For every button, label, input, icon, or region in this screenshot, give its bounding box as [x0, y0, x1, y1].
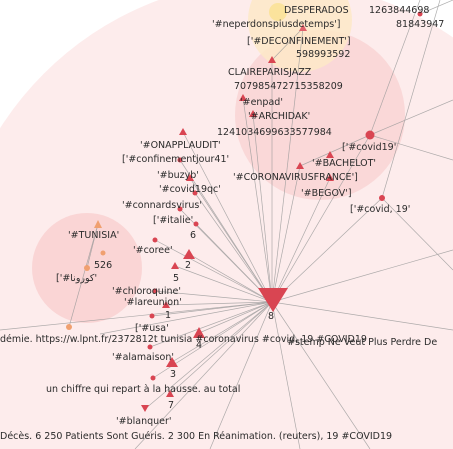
node-tunisia[interactable]	[94, 220, 102, 228]
node-usa[interactable]	[147, 344, 153, 350]
label-archidak: '#ARCHIDAK'	[248, 111, 310, 122]
node-deconfinement[interactable]	[299, 24, 307, 31]
label-desperados: DESPERADOS	[284, 5, 349, 16]
label-italie: ['#italie'	[153, 215, 193, 226]
node-covid19qc[interactable]	[192, 190, 198, 196]
label-begov: '#BEGOV']	[301, 188, 352, 199]
node-blanquer[interactable]	[141, 405, 149, 412]
node-1[interactable]	[149, 313, 155, 319]
node-3[interactable]	[166, 357, 178, 367]
node-81843947[interactable]	[417, 11, 423, 17]
node-bachelot[interactable]	[326, 151, 334, 158]
label-526: 526	[94, 260, 112, 271]
label-onapplaudit: '#ONAPPLAUDIT'	[140, 140, 221, 151]
node-enpad[interactable]	[268, 56, 276, 63]
label-connardsvirus: '#connardsvirus'	[122, 200, 202, 211]
node-coronavirusfrance[interactable]	[296, 162, 304, 169]
label-598993592: 598993592	[296, 49, 350, 60]
node-covid19-b[interactable]	[379, 195, 385, 201]
node-alamaison[interactable]	[150, 375, 156, 381]
label-buzyb: '#buzyb'	[157, 170, 199, 181]
node-connardsvirus[interactable]	[177, 206, 183, 212]
node-chloroquine[interactable]	[152, 288, 158, 294]
node-buzyb[interactable]	[186, 174, 194, 181]
node-4[interactable]	[193, 327, 205, 338]
label-81843947: 81843947	[396, 19, 444, 30]
node-5[interactable]	[171, 262, 179, 269]
label-6: 6	[190, 230, 196, 241]
label-7: 7	[168, 400, 174, 411]
node-coree[interactable]	[152, 237, 158, 243]
label-confinementjour41: ['#confinementjour41'	[122, 154, 229, 165]
label-bottom-text: Décès. 6 250 Patients Sont Guéris. 2 300…	[0, 431, 392, 442]
node-begov[interactable]	[326, 174, 334, 181]
node-tunisia-low[interactable]	[66, 324, 72, 330]
label-2: 2	[185, 260, 191, 271]
hub-node[interactable]	[258, 288, 288, 312]
label-alamaison: '#alamaison'	[112, 352, 174, 363]
label-tunisia: '#TUNISIA'	[68, 230, 119, 241]
node-archidak-2[interactable]	[249, 110, 257, 117]
label-coronavirusfrance: '#CORONAVIRUSFRANCE']	[233, 172, 358, 183]
label-neperdons: '#neperdonspiusdetemps']	[212, 19, 341, 30]
node-lareunion[interactable]	[162, 301, 170, 308]
cluster-top-right	[235, 30, 405, 200]
node-7[interactable]	[166, 390, 174, 397]
node-desperados-highlight	[269, 3, 287, 21]
label-claireparisjazz: CLAIREPARISJAZZ	[228, 67, 312, 78]
node-tunisia-2[interactable]	[100, 250, 106, 256]
label-covid19-b: ['#covid, 19'	[350, 204, 410, 215]
label-3: 3	[170, 369, 176, 380]
label-5: 5	[173, 273, 179, 284]
label-707985472715358209: 707985472715358209	[234, 81, 343, 92]
label-bachelot: '#BACHELOT'	[312, 158, 376, 169]
label-4: 4	[196, 340, 202, 351]
node-italie[interactable]	[193, 221, 199, 227]
label-usa: ['#usa'	[135, 323, 169, 334]
label-deconfinement: ['#DECONFINEMENT']	[247, 36, 351, 47]
label-hub-num: 8	[268, 311, 274, 322]
label-1241034699633577984: 1241034699633577984	[217, 127, 332, 138]
label-arabic: ['#كورونا'	[56, 273, 97, 284]
node-confinementjour41[interactable]	[177, 157, 183, 163]
label-covid19-a: ['#covid19'	[342, 142, 396, 153]
label-chiffre: un chiffre qui repart à la hausse. au to…	[46, 384, 240, 395]
node-2[interactable]	[183, 249, 195, 259]
label-chloroquine: '#chloroquine'	[112, 286, 181, 297]
label-long-text: démie. https://w.lpnt.fr/2372812t tunisi…	[0, 334, 367, 345]
label-id-top-right: 1263844698	[369, 5, 429, 16]
label-lareunion: '#lareunion'	[124, 297, 182, 308]
label-covid19qc: '#covid19qc'	[159, 184, 221, 195]
label-long-text-right: #stemp Ne Veut Plus Perdre De	[287, 337, 437, 348]
node-onapplaudit[interactable]	[179, 128, 187, 135]
node-archidak[interactable]	[239, 94, 247, 101]
node-tunisia-526[interactable]	[84, 265, 90, 271]
labels: DESPERADOS 1263844698 '#neperdonspiusdet…	[0, 5, 444, 442]
label-1: 1	[165, 310, 171, 321]
node-covid19-a[interactable]	[365, 130, 375, 140]
nodes	[66, 11, 423, 412]
label-blanquer: '#blanquer'	[116, 416, 172, 427]
label-enpad: '#enpad'	[240, 97, 283, 108]
label-coree: '#coree'	[133, 245, 173, 256]
